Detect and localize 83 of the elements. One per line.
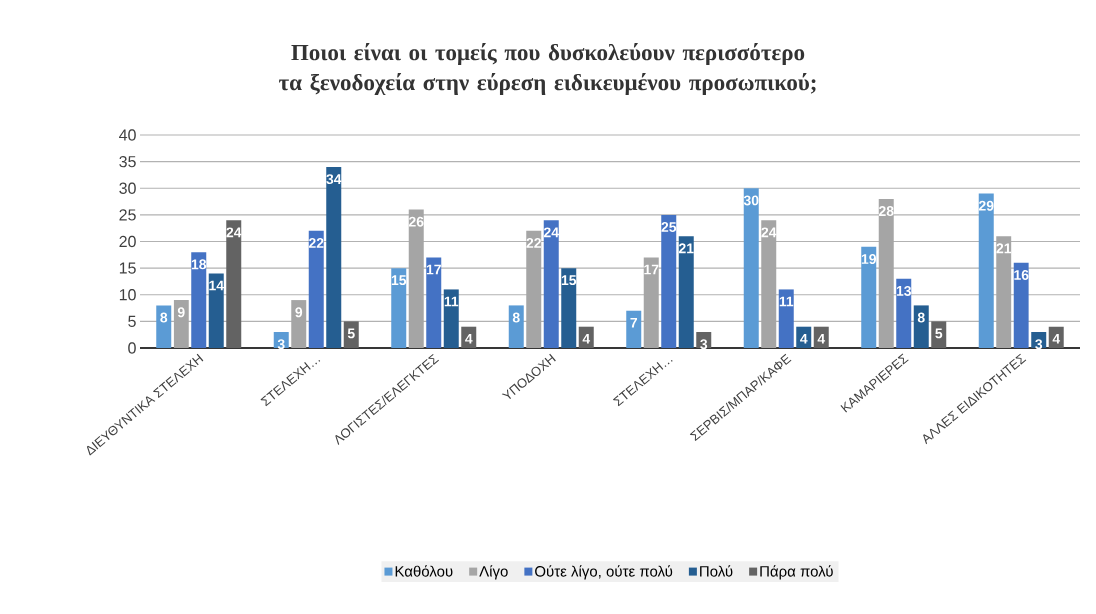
- legend-label: Λίγο: [479, 565, 508, 580]
- data-label: 22: [308, 238, 324, 248]
- bar: [996, 236, 1012, 348]
- legend-label: Καθόλου: [395, 565, 453, 577]
- bar: [426, 257, 442, 348]
- bar: [778, 289, 794, 348]
- data-label: 8: [160, 312, 168, 323]
- data-label: 13: [896, 285, 912, 296]
- bar: [443, 289, 459, 348]
- data-label: 4: [1052, 333, 1061, 344]
- bar: [173, 300, 189, 348]
- bar: [308, 230, 324, 348]
- bar: [761, 220, 777, 348]
- bar: [931, 321, 947, 348]
- data-label: 17: [644, 264, 659, 275]
- legend-label: Πάρα πολύ: [760, 565, 833, 580]
- data-label: 8: [917, 312, 925, 323]
- y-tick-label: 25: [119, 209, 136, 221]
- data-label: 25: [661, 222, 677, 232]
- data-label: 30: [743, 195, 759, 206]
- data-label: 3: [1035, 339, 1043, 350]
- bar: [678, 236, 694, 348]
- data-label: 7: [630, 317, 638, 328]
- bar: [291, 300, 307, 348]
- bar: [561, 268, 577, 348]
- data-label: 15: [561, 275, 577, 286]
- data-label: 9: [295, 307, 303, 318]
- data-label: 5: [347, 328, 355, 339]
- y-tick-label: 0: [128, 342, 136, 354]
- bar: [861, 246, 877, 348]
- data-label: 22: [526, 238, 541, 248]
- bar: [878, 198, 894, 348]
- data-label: 18: [191, 259, 207, 270]
- data-label: 3: [700, 339, 708, 350]
- bar: [391, 268, 407, 348]
- data-label: 9: [177, 307, 185, 318]
- bar: [896, 278, 912, 348]
- data-label: 4: [465, 333, 473, 344]
- y-tick-label: 20: [119, 235, 136, 248]
- chart-title: Ποιοι είναι οι τομείς που δυσκολεύουν περισσότερο τα ξενοδοχεία στην εύρεση ειδικευμένου προσωπικού;: [278, 43, 816, 95]
- data-label: 11: [444, 296, 459, 307]
- y-tick-label: 35: [119, 155, 136, 168]
- bar: [326, 166, 342, 348]
- legend-label: Πολύ: [700, 565, 733, 577]
- bar: [526, 230, 542, 348]
- data-label: 8: [512, 312, 520, 323]
- bar: [643, 257, 659, 348]
- y-tick-label: 30: [119, 182, 136, 194]
- bar: [543, 220, 559, 348]
- data-label: 4: [800, 333, 808, 344]
- data-label: 4: [582, 333, 591, 344]
- bar: [661, 214, 677, 348]
- data-label: 28: [878, 206, 894, 217]
- data-label: 3: [277, 339, 285, 350]
- data-label: 19: [861, 254, 877, 264]
- bar: [913, 305, 929, 348]
- y-tick-label: 10: [119, 289, 136, 301]
- data-label: 11: [779, 296, 794, 307]
- data-label: 21: [678, 243, 694, 254]
- data-label: 15: [391, 275, 407, 286]
- bar: [208, 273, 224, 348]
- bar: [156, 305, 172, 348]
- data-label: 26: [408, 216, 424, 227]
- data-label: 21: [996, 243, 1012, 254]
- bar: [978, 193, 994, 348]
- data-label: 16: [1014, 269, 1029, 280]
- data-label: 14: [209, 280, 224, 291]
- bar: [508, 305, 524, 348]
- data-label: 4: [817, 333, 826, 344]
- bar: [226, 220, 242, 348]
- bar: [626, 310, 642, 348]
- data-label: 5: [935, 328, 943, 339]
- bar: [191, 252, 207, 348]
- data-label: 29: [978, 200, 994, 211]
- data-label: 24: [543, 227, 559, 238]
- y-tick-label: 15: [119, 262, 136, 274]
- bar: [343, 321, 359, 348]
- bar: [408, 209, 424, 348]
- data-label: 17: [426, 264, 441, 275]
- y-tick-label: 40: [119, 129, 136, 141]
- bar: [743, 188, 759, 348]
- legend-label: Ούτε λίγο, ούτε πολύ: [535, 565, 673, 580]
- y-tick-label: 5: [128, 315, 136, 327]
